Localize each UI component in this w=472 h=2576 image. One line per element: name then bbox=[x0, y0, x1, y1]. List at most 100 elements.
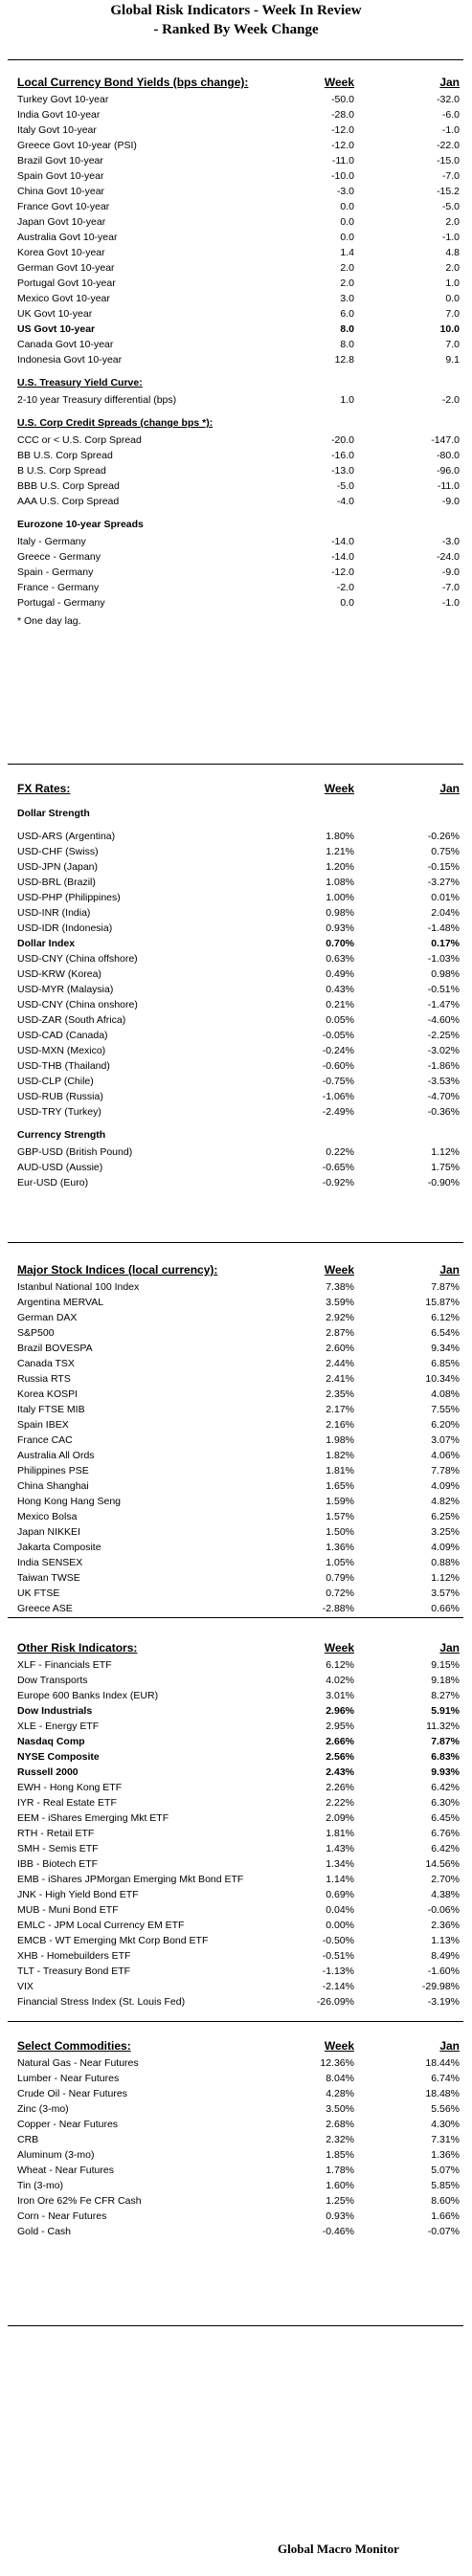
subsection-title: Currency Strength bbox=[17, 1129, 106, 1141]
week-change-value: -0.24% bbox=[322, 1045, 354, 1056]
table-row: AAA U.S. Corp Spread -4.0 -9.0 bbox=[10, 494, 463, 509]
table-row: SMH - Semis ETF 1.43% 6.42% bbox=[10, 1841, 463, 1856]
week-change-value: 0.0 bbox=[340, 597, 354, 609]
table-row: USD-ZAR (South Africa) 0.05% -4.60% bbox=[10, 1012, 463, 1028]
section-header: Other Risk Indicators: Week Jan bbox=[10, 1638, 463, 1657]
jan-change-value: 8.49% bbox=[431, 1950, 460, 1962]
week-change-value: -13.0 bbox=[331, 465, 354, 477]
week-change-value: 3.50% bbox=[326, 2103, 354, 2115]
row-label: USD-CNY (China offshore) bbox=[17, 953, 138, 965]
table-row: TLT - Treasury Bond ETF -1.13% -1.60% bbox=[10, 1964, 463, 1979]
bond-yield-rows: Turkey Govt 10-year -50.0 -32.0 India Govt … bbox=[10, 92, 463, 367]
week-change-value: 2.17% bbox=[326, 1404, 354, 1415]
table-row: Mexico Govt 10-year 3.0 0.0 bbox=[10, 291, 463, 306]
table-row: Copper - Near Futures 2.68% 4.30% bbox=[10, 2117, 463, 2132]
table-row: Dow Industrials 2.96% 5.91% bbox=[10, 1703, 463, 1719]
jan-column-header: Jan bbox=[439, 782, 460, 795]
row-label: Aluminum (3-mo) bbox=[17, 2149, 95, 2161]
row-label: IBB - Biotech ETF bbox=[17, 1858, 99, 1870]
row-label: Iron Ore 62% Fe CFR Cash bbox=[17, 2195, 142, 2207]
jan-change-value: 4.82% bbox=[431, 1496, 460, 1507]
week-change-value: 6.12% bbox=[326, 1659, 354, 1671]
table-row: EWH - Hong Kong ETF 2.26% 6.42% bbox=[10, 1780, 463, 1795]
section-header: Major Stock Indices (local currency): We… bbox=[10, 1260, 463, 1279]
jan-change-value: 0.17% bbox=[431, 938, 460, 949]
table-row: Canada TSX 2.44% 6.85% bbox=[10, 1356, 463, 1371]
row-label: Spain IBEX bbox=[17, 1419, 69, 1431]
week-change-value: 2.44% bbox=[326, 1358, 354, 1369]
jan-change-value: 4.09% bbox=[431, 1480, 460, 1492]
row-label: Argentina MERVAL bbox=[17, 1297, 104, 1308]
table-row: BBB U.S. Corp Spread -5.0 -11.0 bbox=[10, 478, 463, 494]
section-title: FX Rates: bbox=[17, 782, 71, 795]
bond-yields-section: Local Currency Bond Yields (bps change):… bbox=[10, 73, 463, 632]
table-row: Portugal - Germany 0.0 -1.0 bbox=[10, 595, 463, 611]
jan-change-value: 1.12% bbox=[431, 1572, 460, 1584]
jan-change-value: 18.48% bbox=[425, 2088, 460, 2099]
section-title: Major Stock Indices (local currency): bbox=[17, 1263, 218, 1277]
week-change-value: -11.0 bbox=[331, 155, 354, 167]
table-row: Europe 600 Banks Index (EUR) 3.01% 8.27% bbox=[10, 1688, 463, 1703]
week-change-value: 2.66% bbox=[326, 1736, 354, 1747]
row-label: Copper - Near Futures bbox=[17, 2119, 119, 2130]
jan-change-value: 5.56% bbox=[431, 2103, 460, 2115]
week-change-value: 1.59% bbox=[326, 1496, 354, 1507]
row-label: EEM - iShares Emerging Mkt ETF bbox=[17, 1812, 169, 1824]
row-label: USD-IDR (Indonesia) bbox=[17, 922, 113, 934]
jan-change-value: 4.08% bbox=[431, 1388, 460, 1400]
subsection-title: U.S. Treasury Yield Curve: bbox=[17, 377, 143, 389]
table-row: AUD-USD (Aussie) -0.65% 1.75% bbox=[10, 1160, 463, 1175]
week-change-value: -50.0 bbox=[331, 94, 354, 105]
jan-change-value: 4.30% bbox=[431, 2119, 460, 2130]
jan-change-value: 3.07% bbox=[431, 1434, 460, 1446]
week-change-value: 0.98% bbox=[326, 907, 354, 919]
week-change-value: 0.69% bbox=[326, 1889, 354, 1900]
jan-change-value: 9.93% bbox=[431, 1766, 460, 1778]
row-label: CRB bbox=[17, 2134, 39, 2145]
row-label: Italy Govt 10-year bbox=[17, 124, 97, 136]
table-row: Financial Stress Index (St. Louis Fed) -2… bbox=[10, 1994, 463, 2010]
divider bbox=[8, 2021, 463, 2022]
jan-change-value: 0.01% bbox=[431, 892, 460, 903]
jan-change-value: -0.06% bbox=[427, 1904, 460, 1916]
jan-change-value: 2.04% bbox=[431, 907, 460, 919]
week-change-value: 2.26% bbox=[326, 1782, 354, 1793]
risk-indicators-section: Other Risk Indicators: Week Jan XLF - Fi… bbox=[10, 1638, 463, 2010]
row-label: Dollar Index bbox=[17, 938, 76, 949]
jan-change-value: 0.98% bbox=[431, 968, 460, 980]
section-header: FX Rates: Week Jan bbox=[10, 779, 463, 798]
row-label: Russell 2000 bbox=[17, 1766, 79, 1778]
row-label: Gold - Cash bbox=[17, 2226, 72, 2237]
jan-change-value: 6.54% bbox=[431, 1327, 460, 1339]
week-change-value: -12.0 bbox=[331, 140, 354, 151]
table-row: USD-MYR (Malaysia) 0.43% -0.51% bbox=[10, 982, 463, 997]
jan-change-value: -96.0 bbox=[437, 465, 460, 477]
row-label: Crude Oil - Near Futures bbox=[17, 2088, 127, 2099]
row-label: USD-ZAR (South Africa) bbox=[17, 1014, 126, 1026]
row-label: Dow Transports bbox=[17, 1675, 88, 1686]
row-label: Indonesia Govt 10-year bbox=[17, 354, 123, 366]
divider bbox=[8, 764, 463, 765]
week-change-value: 1.60% bbox=[326, 2180, 354, 2191]
row-label: Turkey Govt 10-year bbox=[17, 94, 109, 105]
subsection-title: Dollar Strength bbox=[17, 808, 90, 819]
table-row: EMCB - WT Emerging Mkt Corp Bond ETF -0.5… bbox=[10, 1933, 463, 1948]
jan-change-value: 1.12% bbox=[431, 1146, 460, 1158]
table-row: Crude Oil - Near Futures 4.28% 18.48% bbox=[10, 2086, 463, 2101]
row-label: USD-THB (Thailand) bbox=[17, 1060, 110, 1072]
jan-change-value: -6.0 bbox=[441, 109, 460, 121]
jan-change-value: 6.12% bbox=[431, 1312, 460, 1323]
row-label: Nasdaq Comp bbox=[17, 1736, 85, 1747]
jan-change-value: 7.0 bbox=[445, 308, 460, 320]
week-change-value: 2.22% bbox=[326, 1797, 354, 1809]
jan-change-value: 4.09% bbox=[431, 1542, 460, 1553]
week-change-value: 0.05% bbox=[326, 1014, 354, 1026]
week-change-value: 0.0 bbox=[340, 232, 354, 243]
table-row: Spain - Germany -12.0 -9.0 bbox=[10, 565, 463, 580]
table-row: Italy - Germany -14.0 -3.0 bbox=[10, 534, 463, 549]
row-label: Japan Govt 10-year bbox=[17, 216, 106, 228]
row-label: USD-MXN (Mexico) bbox=[17, 1045, 106, 1056]
row-label: Mexico Bolsa bbox=[17, 1511, 78, 1522]
jan-change-value: -24.0 bbox=[437, 551, 460, 563]
row-label: Korea KOSPI bbox=[17, 1388, 79, 1400]
